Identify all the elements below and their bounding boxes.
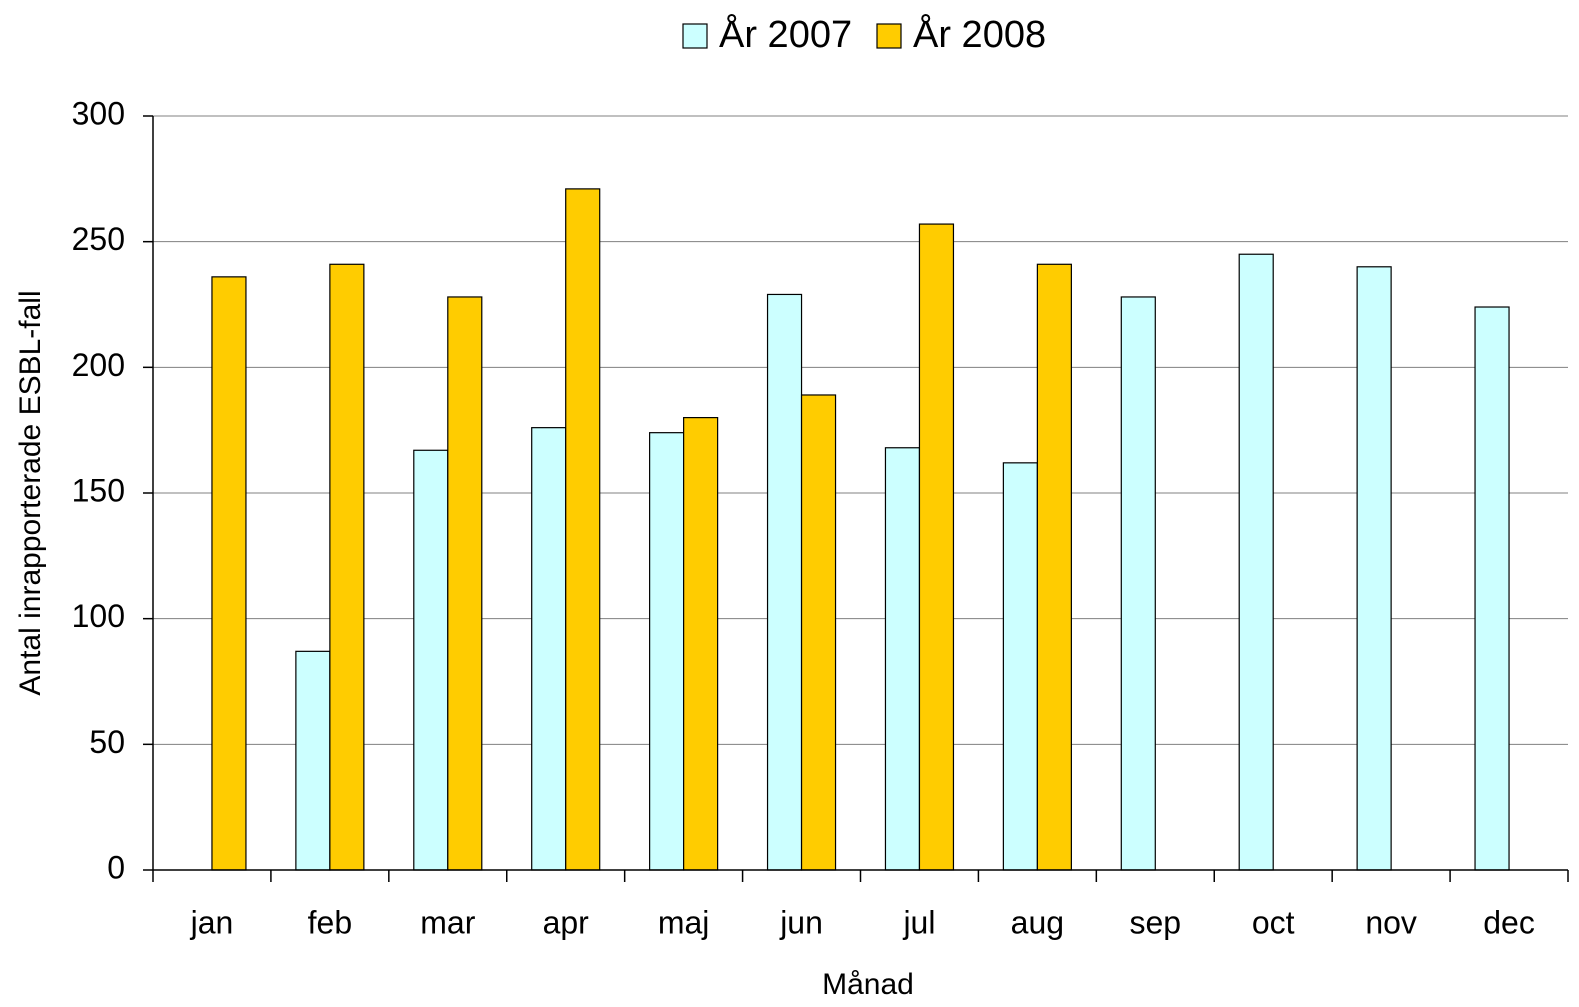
y-tick-label: 50	[89, 724, 125, 760]
x-axis-title: Månad	[822, 968, 914, 1001]
legend-swatch	[876, 23, 902, 49]
x-tick-label: sep	[1129, 904, 1181, 940]
x-tick-label: jan	[190, 904, 234, 940]
bar	[649, 432, 685, 871]
bar	[800, 394, 837, 871]
legend-label: År 2007	[719, 12, 852, 56]
bar	[447, 296, 483, 871]
y-tick-label: 150	[72, 472, 125, 508]
bar	[1356, 266, 1392, 871]
x-tick-label: maj	[658, 904, 710, 940]
bar	[1002, 462, 1038, 871]
x-tick-label: aug	[1011, 904, 1064, 940]
x-tick-label: apr	[543, 904, 590, 940]
x-tick-label: nov	[1365, 904, 1417, 940]
y-axis-title: Antal inrapporterade ESBL-fall	[14, 290, 47, 695]
x-tick-label: mar	[420, 904, 475, 940]
bar	[329, 263, 365, 871]
y-tick-label: 250	[72, 221, 125, 257]
y-tick-label: 0	[107, 849, 125, 885]
bar	[211, 276, 247, 871]
bar	[884, 447, 921, 871]
bar	[1238, 253, 1274, 871]
bar	[295, 650, 331, 871]
legend-label: År 2008	[913, 12, 1046, 56]
bar	[766, 293, 803, 871]
x-tick-label: jun	[779, 904, 823, 940]
legend-swatch	[682, 23, 708, 49]
x-tick-label: oct	[1252, 904, 1295, 940]
x-tick-label: jul	[902, 904, 935, 940]
y-tick-label: 200	[72, 347, 125, 383]
bar	[1474, 306, 1510, 871]
x-tick-label: feb	[308, 904, 352, 940]
bar	[918, 223, 955, 871]
x-tick-label: dec	[1483, 904, 1535, 940]
bar	[683, 417, 719, 871]
bar	[565, 188, 601, 871]
bar	[1036, 263, 1072, 871]
y-tick-label: 100	[72, 598, 125, 634]
bar	[1120, 296, 1156, 871]
y-tick-label: 300	[72, 95, 125, 131]
bar	[413, 449, 449, 871]
bar	[531, 427, 567, 871]
